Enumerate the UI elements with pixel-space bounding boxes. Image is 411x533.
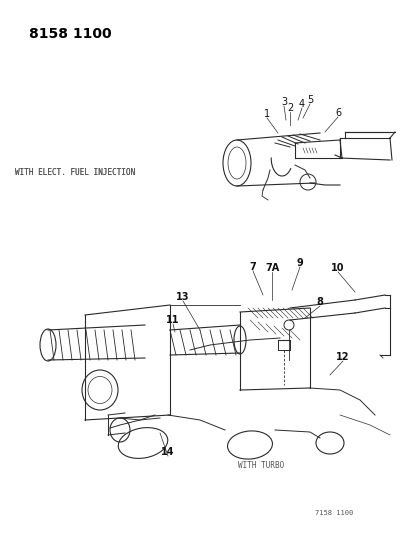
- Text: 12: 12: [336, 352, 350, 362]
- Text: 8158 1100: 8158 1100: [29, 27, 112, 41]
- Text: WITH ELECT. FUEL INJECTION: WITH ELECT. FUEL INJECTION: [15, 168, 135, 177]
- Text: 11: 11: [166, 315, 180, 325]
- Text: 13: 13: [176, 292, 190, 302]
- Text: 5: 5: [307, 95, 313, 105]
- Text: 4: 4: [299, 99, 305, 109]
- Text: 14: 14: [161, 447, 175, 457]
- Text: WITH ELECT. FUEL INJECTION: WITH ELECT. FUEL INJECTION: [15, 168, 135, 177]
- Text: WITH TURBO: WITH TURBO: [238, 461, 284, 470]
- Text: 1: 1: [264, 109, 270, 119]
- Text: 7A: 7A: [265, 263, 279, 273]
- Text: 8: 8: [316, 297, 323, 307]
- Text: 6: 6: [335, 108, 341, 118]
- Text: 2: 2: [287, 103, 293, 113]
- Text: 3: 3: [281, 97, 287, 107]
- Text: 10: 10: [331, 263, 345, 273]
- Text: 7158 1100: 7158 1100: [315, 510, 353, 516]
- Text: 9: 9: [297, 258, 303, 268]
- Text: 7: 7: [249, 262, 256, 272]
